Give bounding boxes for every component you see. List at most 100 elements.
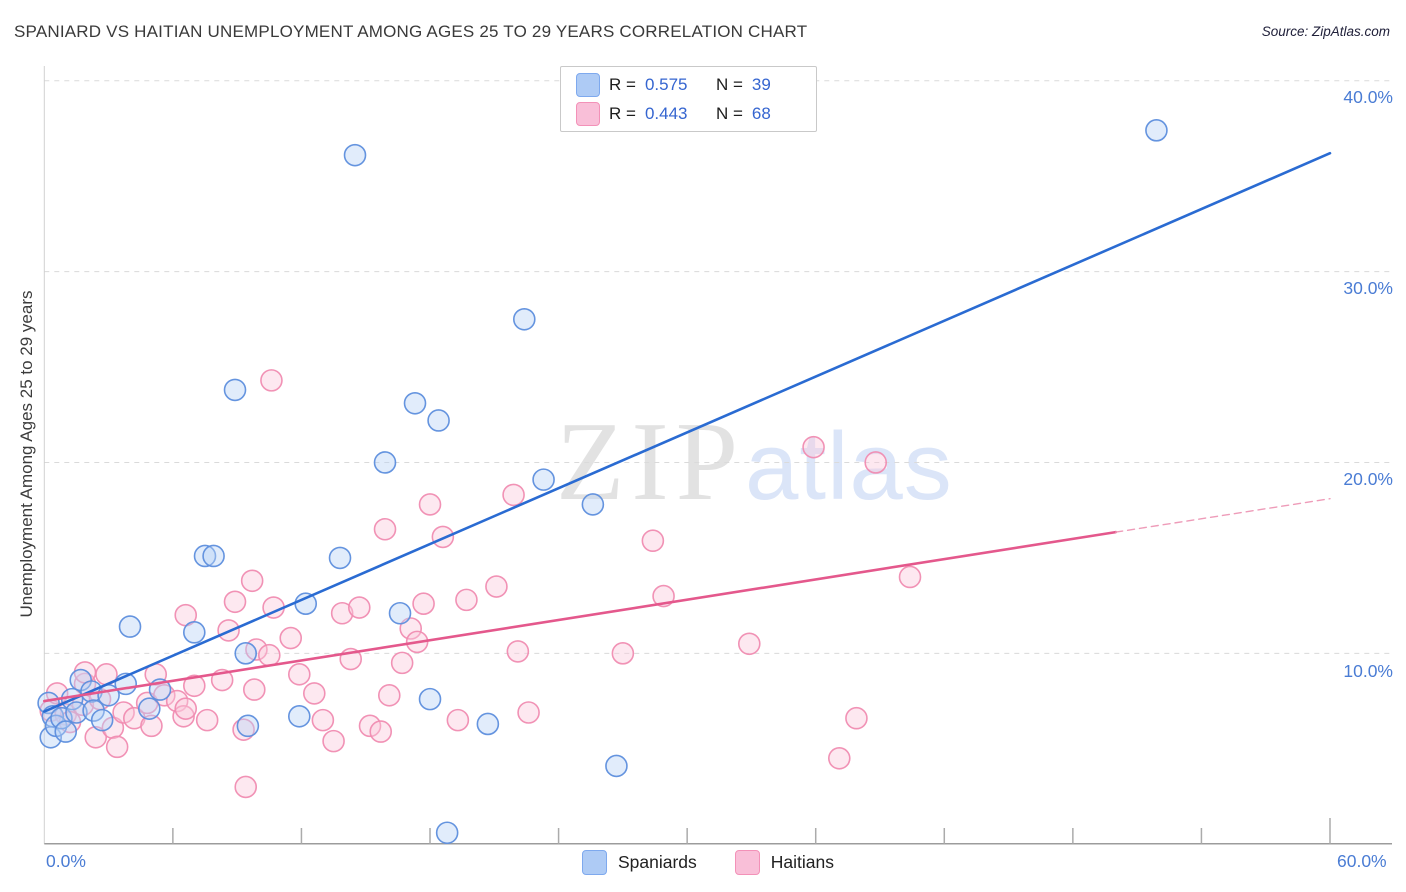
point-haitians: [84, 726, 108, 749]
point-haitians: [502, 483, 525, 507]
point-haitians: [431, 525, 455, 549]
point-haitians: [105, 735, 129, 759]
trendline-haitians-solid: [42, 530, 1118, 703]
point-haitians: [242, 678, 266, 701]
point-spaniards: [137, 697, 161, 720]
point-spaniards: [234, 642, 258, 665]
point-spaniards: [1145, 119, 1168, 142]
point-haitians: [373, 517, 397, 541]
point-haitians: [234, 775, 258, 799]
point-haitians: [195, 708, 219, 732]
legend-item-label: Spaniards: [617, 852, 697, 872]
point-spaniards: [182, 621, 206, 644]
r-value: 0.443: [644, 103, 688, 123]
legend-row-spaniards: R = 0.575 N = 39: [576, 72, 816, 97]
point-spaniards: [427, 409, 450, 432]
point-haitians: [279, 626, 303, 650]
point-haitians: [737, 632, 761, 656]
y-tick-label-20: 20.0%: [1343, 469, 1393, 489]
point-haitians: [257, 643, 281, 667]
point-haitians: [506, 640, 530, 663]
point-spaniards: [54, 720, 78, 743]
point-haitians: [845, 706, 868, 730]
point-haitians: [358, 714, 382, 738]
point-haitians: [390, 651, 414, 675]
point-haitians: [172, 705, 195, 728]
point-spaniards: [294, 592, 318, 615]
legend-item-spaniards: Spaniards: [581, 850, 697, 875]
point-haitians: [611, 642, 635, 665]
point-haitians: [418, 493, 442, 516]
point-haitians: [369, 720, 393, 743]
y-tick-label-40: 40.0%: [1343, 87, 1393, 107]
legend-item-label: Haitians: [770, 852, 835, 872]
x-tick-label-min: 0.0%: [46, 851, 86, 871]
point-spaniards: [118, 615, 142, 638]
point-haitians: [302, 682, 326, 705]
source-attribution: Source: ZipAtlas.com: [1261, 24, 1390, 39]
legend-row-haitians: R = 0.443 N = 68: [576, 101, 816, 126]
haitians-swatch-icon: [576, 101, 600, 126]
point-haitians: [232, 718, 255, 741]
n-label: N =: [715, 74, 743, 94]
point-spaniards: [532, 468, 555, 491]
point-haitians: [260, 369, 283, 392]
point-spaniards: [435, 821, 459, 845]
point-haitians: [485, 575, 508, 598]
point-haitians: [377, 684, 401, 707]
y-tick-label-10: 10.0%: [1343, 661, 1393, 681]
spaniards-swatch-icon: [581, 850, 607, 875]
point-haitians: [112, 701, 135, 724]
n-value: 68: [751, 103, 771, 123]
point-haitians: [223, 590, 247, 614]
point-haitians: [287, 663, 311, 686]
series-legend: Spaniards Haitians: [0, 850, 1406, 875]
point-spaniards: [388, 601, 412, 625]
point-spaniards: [373, 451, 397, 474]
point-haitians: [322, 729, 345, 753]
point-spaniards: [193, 544, 217, 568]
point-spaniards: [236, 714, 260, 738]
point-haitians: [864, 451, 888, 474]
point-haitians: [174, 697, 198, 720]
point-spaniards: [476, 712, 500, 736]
r-value: 0.575: [644, 74, 688, 94]
point-haitians: [311, 708, 335, 732]
trendline-spaniards-solid: [42, 151, 1332, 713]
trendline-haitians-dashed: [1115, 498, 1331, 533]
haitians-swatch-icon: [734, 850, 760, 875]
point-haitians: [455, 588, 478, 612]
n-value: 39: [751, 74, 771, 94]
point-spaniards: [512, 307, 536, 331]
point-spaniards: [328, 546, 352, 570]
legend-item-haitians: Haitians: [734, 850, 835, 875]
point-spaniards: [223, 378, 247, 402]
x-tick-label-max: 60.0%: [1337, 851, 1387, 871]
point-haitians: [347, 596, 371, 619]
point-haitians: [898, 565, 922, 589]
point-spaniards: [343, 143, 367, 167]
point-spaniards: [202, 544, 225, 568]
point-haitians: [827, 747, 851, 770]
point-spaniards: [581, 493, 605, 516]
point-spaniards: [605, 754, 628, 778]
n-label: N =: [715, 103, 743, 123]
point-haitians: [330, 601, 354, 625]
point-haitians: [517, 701, 540, 724]
point-haitians: [240, 569, 264, 593]
correlation-legend-box: R = 0.575 N = 39 R = 0.443 N = 68: [560, 66, 817, 132]
point-spaniards: [287, 705, 311, 728]
spaniards-swatch-icon: [576, 72, 600, 97]
page-title: SPANIARD VS HAITIAN UNEMPLOYMENT AMONG A…: [14, 22, 808, 41]
point-haitians: [399, 617, 423, 640]
point-haitians: [412, 592, 435, 615]
point-spaniards: [65, 701, 88, 724]
point-haitians: [802, 435, 825, 459]
point-spaniards: [403, 391, 427, 415]
point-haitians: [182, 674, 206, 698]
point-haitians: [641, 529, 665, 553]
r-label: R =: [609, 103, 636, 123]
r-label: R =: [609, 74, 636, 94]
point-haitians: [140, 714, 163, 738]
